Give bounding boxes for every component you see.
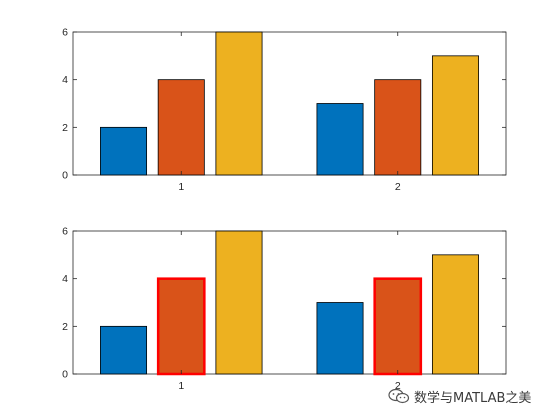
y-tick-label: 4 bbox=[62, 74, 68, 86]
bar bbox=[215, 31, 263, 176]
y-tick-label: 0 bbox=[62, 170, 68, 182]
bar bbox=[100, 126, 148, 176]
y-tick-label: 2 bbox=[62, 321, 68, 333]
bar bbox=[100, 325, 148, 375]
x-tick-label: 2 bbox=[395, 181, 401, 193]
x-tick-label: 2 bbox=[395, 380, 401, 392]
y-tick-label: 2 bbox=[62, 122, 68, 134]
bar bbox=[316, 302, 364, 375]
bar bbox=[431, 254, 479, 375]
top-axes: 0 2 4 6 1 2 bbox=[62, 27, 507, 193]
bar bbox=[373, 277, 423, 376]
bar bbox=[316, 103, 364, 176]
bar bbox=[374, 79, 422, 176]
x-tick-label: 1 bbox=[178, 181, 184, 193]
bar bbox=[431, 55, 479, 176]
bar bbox=[156, 277, 206, 376]
y-tick-label: 6 bbox=[62, 226, 68, 238]
wechat-icon bbox=[388, 388, 410, 404]
bottom-axes: 0 2 4 6 1 2 bbox=[62, 226, 507, 392]
watermark-text: 数学与MATLAB之美 bbox=[414, 390, 532, 406]
watermark: 数学与MATLAB之美 bbox=[388, 384, 531, 408]
y-tick-label: 0 bbox=[62, 369, 68, 381]
y-tick-label: 4 bbox=[62, 273, 68, 285]
y-tick-label: 6 bbox=[62, 27, 68, 39]
bar bbox=[215, 230, 263, 375]
x-tick-label: 1 bbox=[178, 380, 184, 392]
bar bbox=[157, 79, 205, 176]
